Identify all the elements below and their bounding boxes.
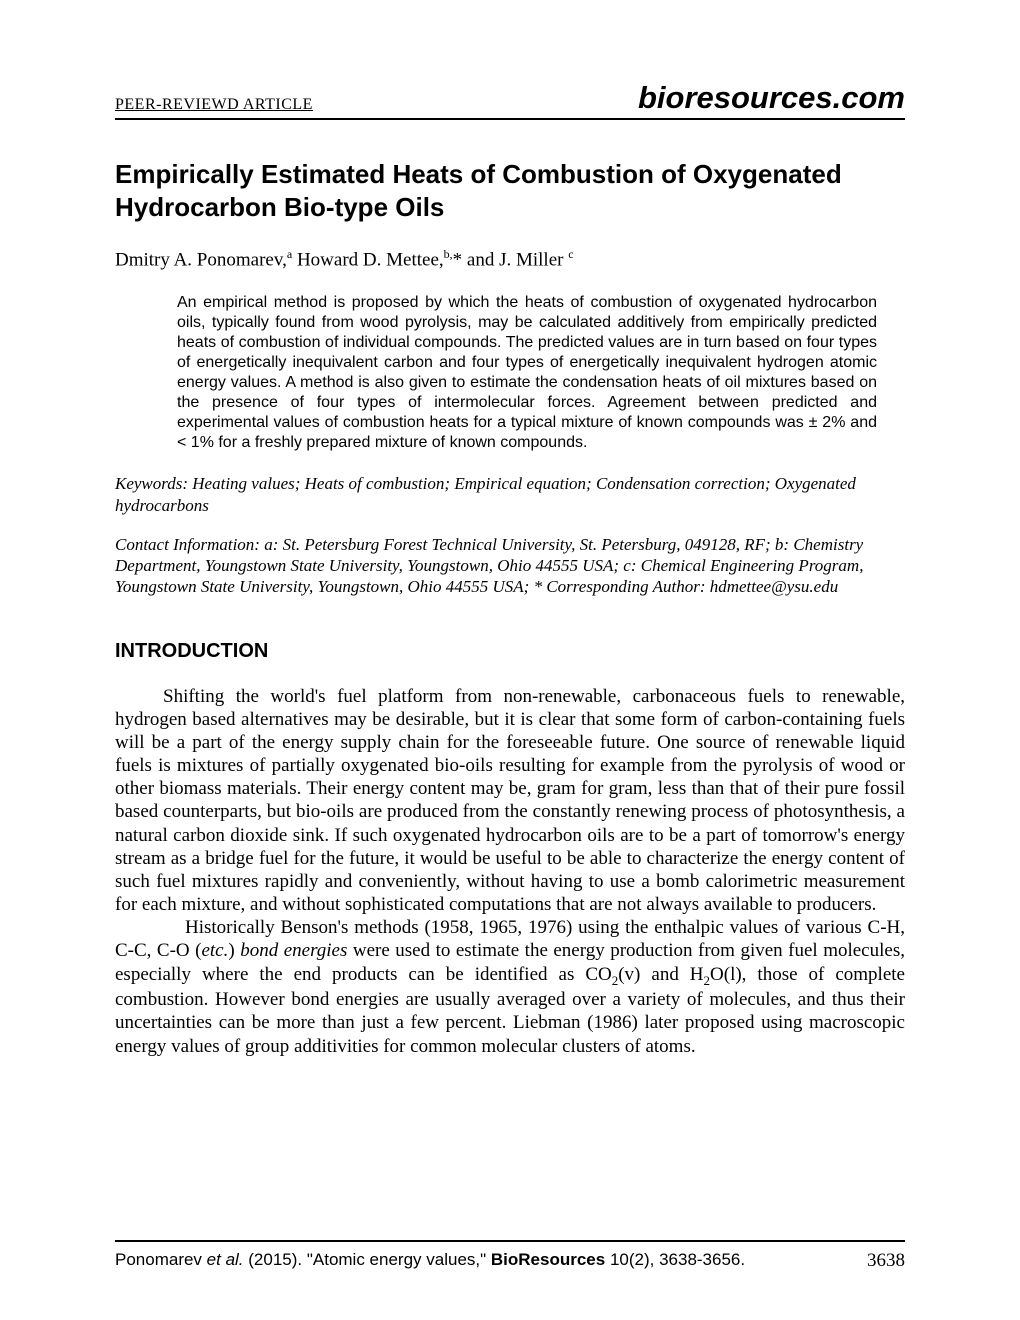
abstract-text: An empirical method is proposed by which… bbox=[177, 293, 877, 453]
intro-paragraph-2: Historically Benson's methods (1958, 196… bbox=[115, 916, 905, 1058]
authors-list: Dmitry A. Ponomarev,a Howard D. Mettee,b… bbox=[115, 247, 905, 271]
section-heading-introduction: INTRODUCTION bbox=[115, 640, 905, 663]
footer-citation: Ponomarev et al. (2015). "Atomic energy … bbox=[115, 1250, 745, 1272]
keywords-text: Keywords: Heating values; Heats of combu… bbox=[115, 473, 905, 516]
journal-name: bioresources.com bbox=[638, 80, 905, 116]
contact-info-text: Contact Information: a: St. Petersburg F… bbox=[115, 534, 905, 598]
article-type-label: PEER-REVIEWD ARTICLE bbox=[115, 96, 313, 116]
footer-page-number: 3638 bbox=[867, 1250, 905, 1272]
article-title: Empirically Estimated Heats of Combustio… bbox=[115, 158, 905, 223]
intro-paragraph-1: Shifting the world's fuel platform from … bbox=[115, 685, 905, 917]
page-header: PEER-REVIEWD ARTICLE bioresources.com bbox=[115, 80, 905, 120]
page-footer: Ponomarev et al. (2015). "Atomic energy … bbox=[115, 1240, 905, 1272]
